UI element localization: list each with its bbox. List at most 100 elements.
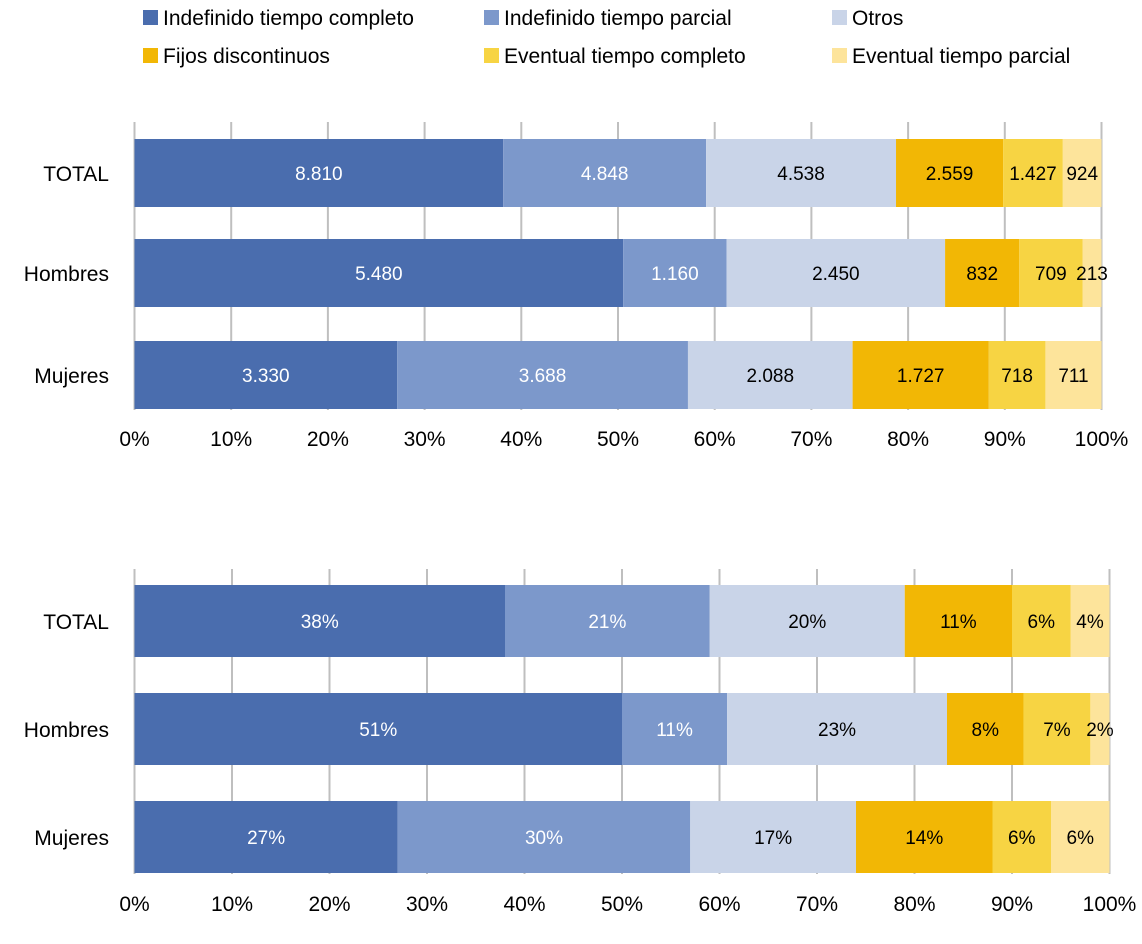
- bar-segment: [1003, 139, 1063, 207]
- x-tick-label: 70%: [790, 428, 832, 451]
- bar-segment: [397, 801, 691, 873]
- x-tick-label: 60%: [698, 893, 740, 916]
- legend-label: Eventual tiempo parcial: [852, 45, 1070, 68]
- legend-swatch: [832, 48, 847, 63]
- data-label: 11%: [656, 720, 693, 741]
- data-label: 38%: [301, 612, 339, 633]
- data-label: 711: [1058, 366, 1088, 387]
- bar-segment: [623, 239, 727, 307]
- bar-segment: [1051, 801, 1110, 873]
- bar-segment: [687, 341, 853, 409]
- data-label: 30%: [525, 828, 563, 849]
- data-label: 1.427: [1009, 164, 1057, 185]
- data-label: 709: [1035, 264, 1067, 285]
- bar-segment: [945, 239, 1020, 307]
- x-tick-label: 80%: [893, 893, 935, 916]
- x-tick-label: 70%: [796, 893, 838, 916]
- data-label: 21%: [588, 612, 626, 633]
- data-label: 4.538: [777, 164, 825, 185]
- bar-segment: [503, 139, 707, 207]
- legend-swatch: [143, 10, 158, 25]
- data-label: 2.088: [747, 366, 795, 387]
- x-tick-label: 40%: [503, 893, 545, 916]
- bar-segment: [992, 801, 1051, 873]
- x-tick-label: 30%: [406, 893, 448, 916]
- bar-segment: [1023, 693, 1091, 765]
- data-label: 17%: [754, 828, 792, 849]
- bar-segment: [1012, 585, 1071, 657]
- data-label: 3.688: [519, 366, 567, 387]
- legend-item: Otros: [832, 7, 903, 30]
- data-label: 27%: [247, 828, 285, 849]
- legend-label: Fijos discontinuos: [163, 45, 330, 68]
- x-tick-label: 10%: [211, 893, 253, 916]
- data-label: 51%: [359, 720, 397, 741]
- data-label: 6%: [1008, 828, 1036, 849]
- data-label: 1.727: [897, 366, 945, 387]
- chart-panel-2: 38% 21% 20% 11% 6% 4% TOTAL 51% 11% 23% 8% 7% 2% Homb…: [24, 569, 1137, 916]
- legend-item: Eventual tiempo parcial: [832, 45, 1070, 68]
- bar-segment: [622, 693, 728, 765]
- data-label: 924: [1066, 164, 1098, 185]
- x-tick-label: 0%: [119, 428, 149, 451]
- bar-segment: [134, 341, 398, 409]
- data-label: 213: [1076, 264, 1108, 285]
- x-tick-label: 0%: [119, 893, 149, 916]
- x-tick-label: 80%: [887, 428, 929, 451]
- x-tick-label: 100%: [1075, 428, 1129, 451]
- x-tick-label: 10%: [210, 428, 252, 451]
- data-label: 7%: [1043, 720, 1071, 741]
- data-label: 8.810: [295, 164, 343, 185]
- legend-swatch: [143, 48, 158, 63]
- data-label: 20%: [788, 612, 826, 633]
- bar-segment: [505, 585, 710, 657]
- data-label: 2%: [1086, 720, 1114, 741]
- bar-segment: [706, 139, 897, 207]
- category-label: Hombres: [24, 263, 109, 286]
- data-label: 11%: [940, 612, 977, 633]
- legend-item: Fijos discontinuos: [143, 45, 330, 68]
- bar-segment: [1019, 239, 1083, 307]
- x-tick-label: 100%: [1083, 893, 1137, 916]
- data-label: 6%: [1067, 828, 1095, 849]
- category-label: TOTAL: [43, 163, 109, 186]
- data-label: 4%: [1076, 612, 1104, 633]
- bar-segment: [1062, 139, 1102, 207]
- chart-panel-1: 8.810 4.848 4.538 2.559 1.427 924 TOTAL 5.480 1.…: [24, 122, 1129, 451]
- data-label: 14%: [905, 828, 943, 849]
- data-label: 6%: [1028, 612, 1056, 633]
- bar-segment: [896, 139, 1004, 207]
- data-label: 23%: [818, 720, 856, 741]
- data-label: 2.559: [926, 164, 974, 185]
- x-tick-label: 30%: [404, 428, 446, 451]
- legend-label: Eventual tiempo completo: [504, 45, 746, 68]
- legend-label: Indefinido tiempo completo: [163, 7, 414, 30]
- bar-segment: [134, 139, 504, 207]
- category-label: Mujeres: [34, 365, 109, 388]
- bar-segment: [1090, 693, 1110, 765]
- data-label: 5.480: [355, 264, 403, 285]
- x-tick-label: 90%: [991, 893, 1033, 916]
- bar-segment: [1070, 585, 1110, 657]
- legend-swatch: [484, 48, 499, 63]
- bar-segment: [852, 341, 989, 409]
- x-tick-label: 40%: [500, 428, 542, 451]
- x-tick-label: 60%: [694, 428, 736, 451]
- bar-segment: [709, 585, 905, 657]
- category-label: Hombres: [24, 719, 109, 742]
- x-tick-label: 90%: [984, 428, 1026, 451]
- data-label: 2.450: [812, 264, 860, 285]
- bar-segment: [988, 341, 1046, 409]
- bar-segment: [690, 801, 856, 873]
- bar-segment: [134, 801, 398, 873]
- legend-item: Eventual tiempo completo: [484, 45, 746, 68]
- bar-segment: [726, 239, 946, 307]
- x-tick-label: 50%: [597, 428, 639, 451]
- legend-swatch: [484, 10, 499, 25]
- legend-item: Indefinido tiempo completo: [143, 7, 414, 30]
- legend-swatch: [832, 10, 847, 25]
- bar-segment: [727, 693, 947, 765]
- bar-segment: [904, 585, 1012, 657]
